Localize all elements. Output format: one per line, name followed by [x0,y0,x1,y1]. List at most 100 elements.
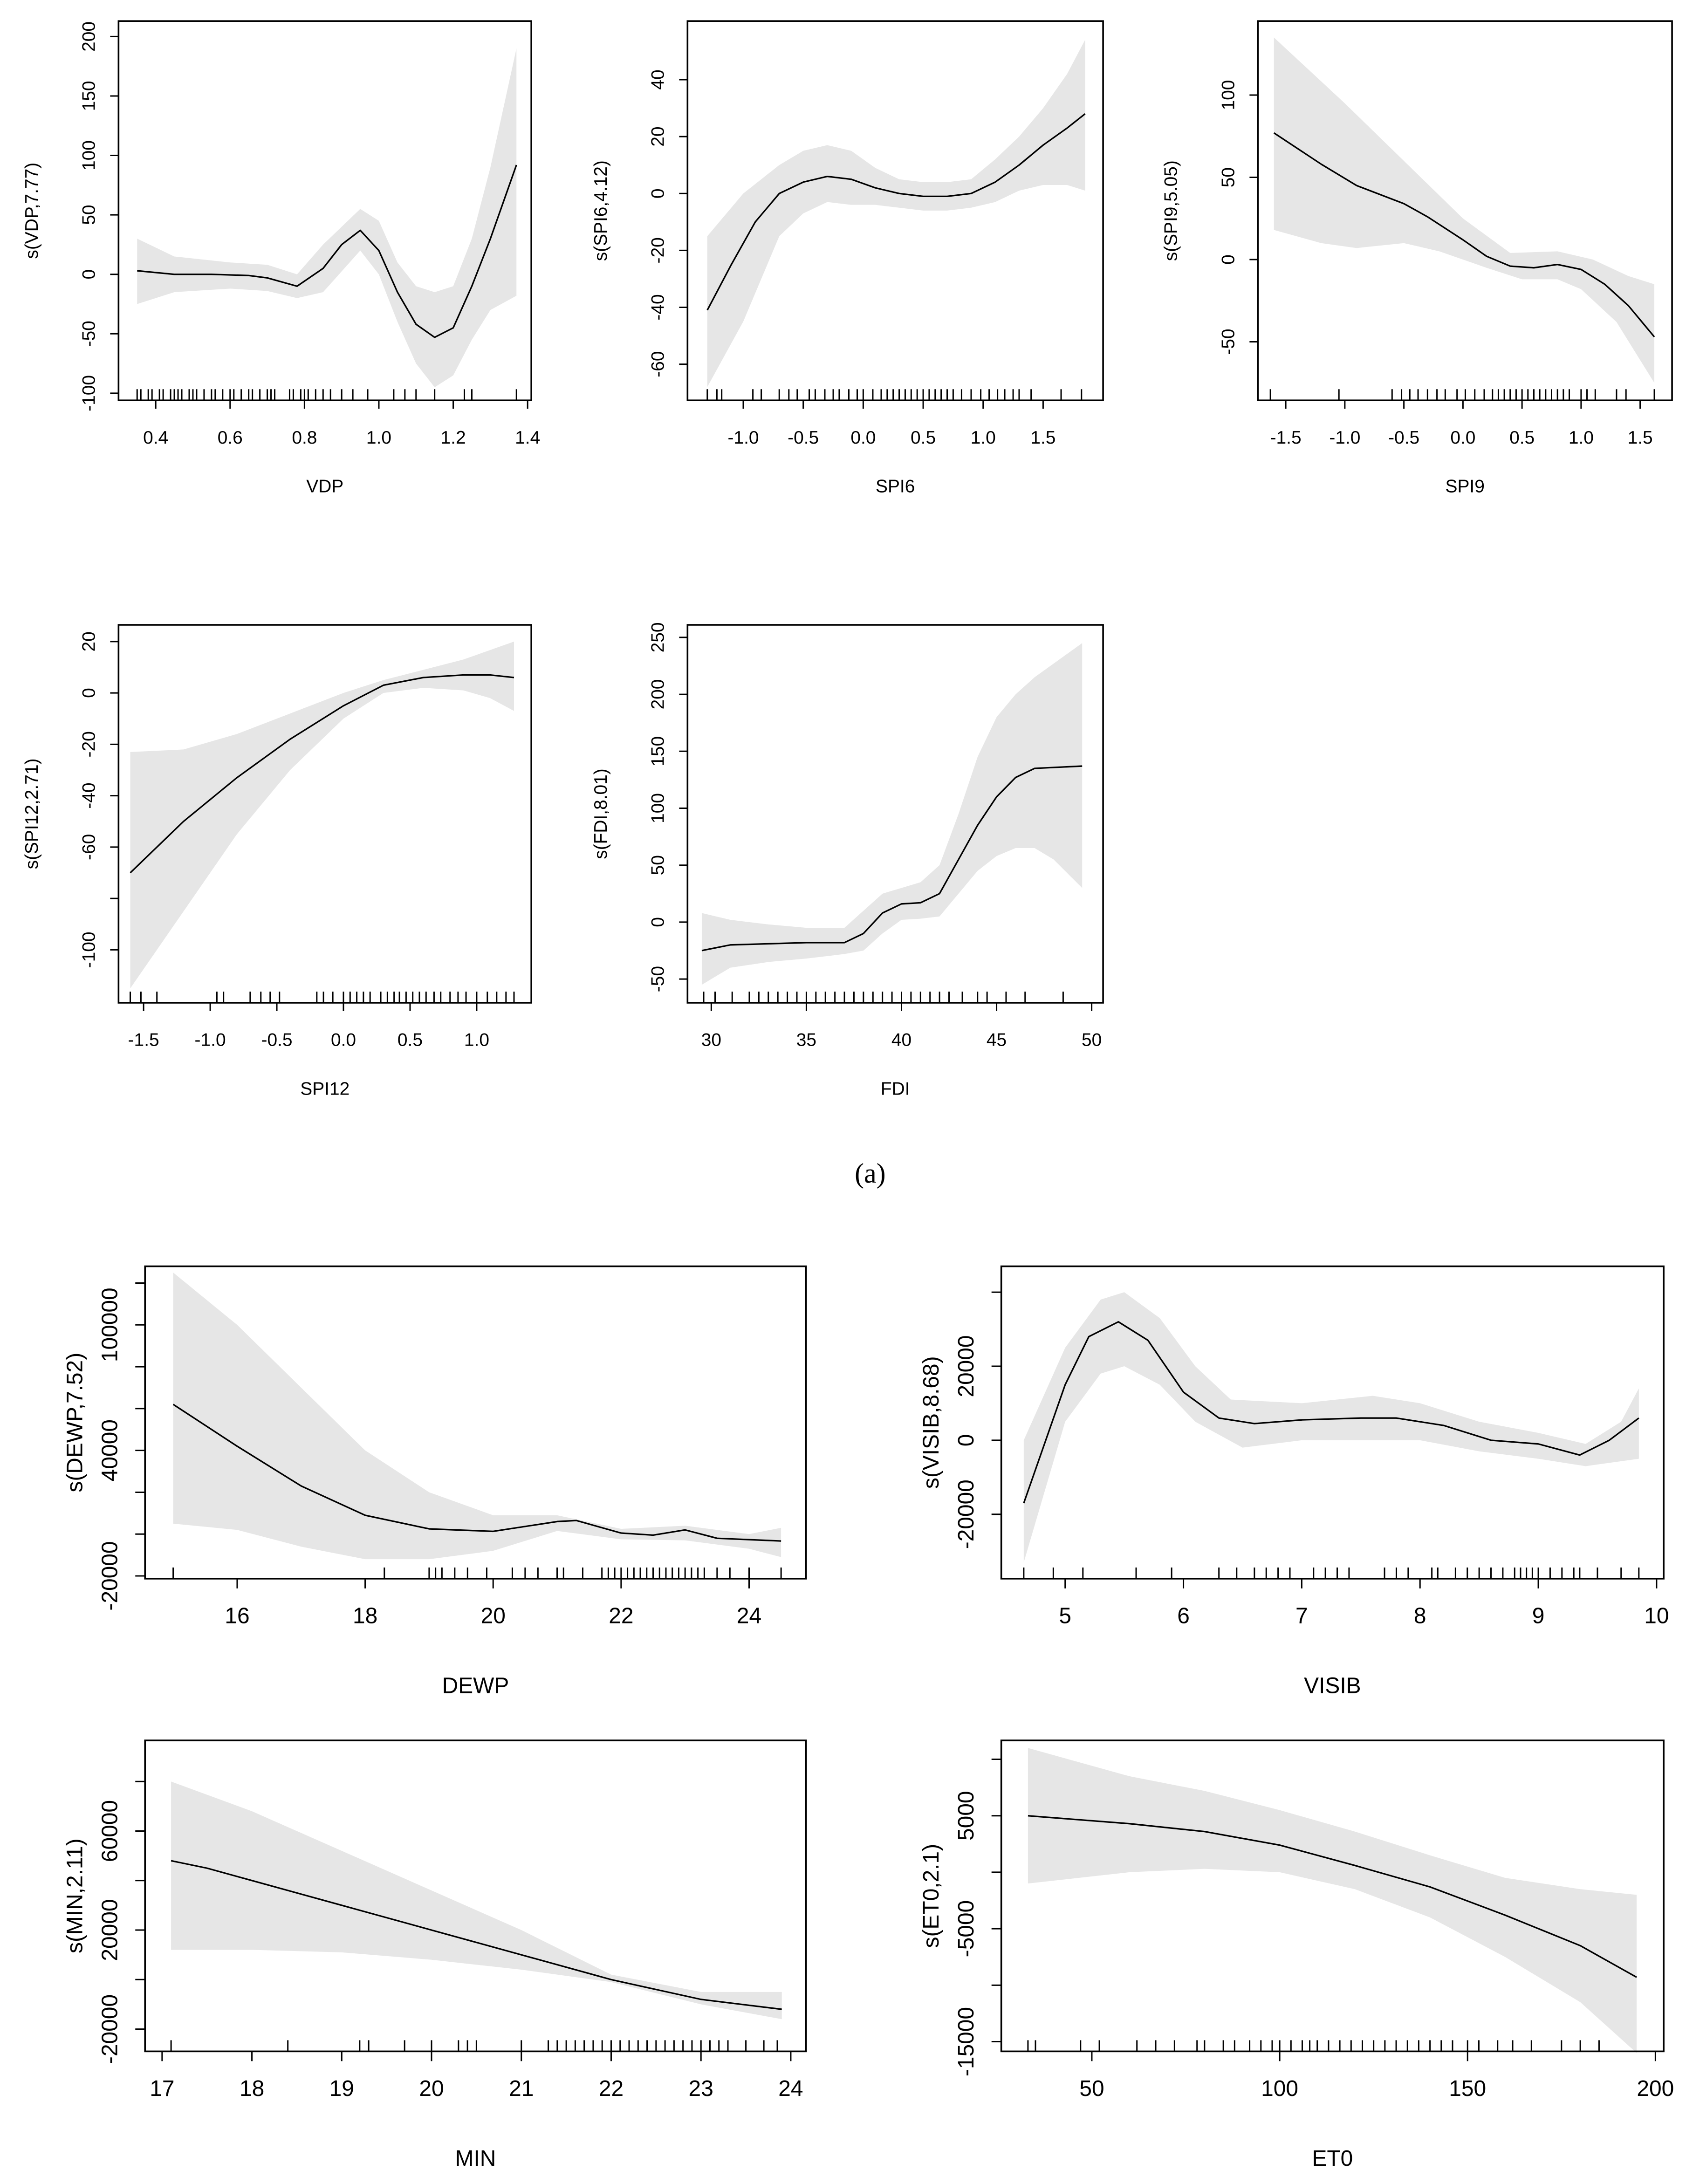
panel-spi6: -1.0 -0.5 0.0 0.5 1.0 1.5 -60 -40 -20 0 20 40 SPI6 s(… [591,20,1104,497]
x-tick-label: 50 [1079,2076,1104,2101]
y-tick-label: 0 [954,1434,979,1447]
x-tick-label: 7 [1295,1604,1308,1629]
y-tick-label: 20000 [97,1899,122,1961]
y-tick-label: 250 [648,622,668,652]
x-tick-label: 0.5 [1509,428,1535,448]
y-axis-title: s(SPI6,4.12) [591,160,611,261]
x-tick-label: 100 [1261,2076,1298,2101]
x-tick-label: -0.5 [788,428,819,448]
x-tick-label: 1.0 [1569,428,1594,448]
x-tick-label: 22 [609,1604,633,1629]
plot-frame [117,20,532,401]
y-tick-label: 20000 [954,1335,979,1397]
y-tick-label: -40 [648,294,668,320]
y-tick-label: 100 [79,140,99,171]
smooth-curve [1273,132,1655,337]
x-tick-label: 23 [689,2076,713,2101]
y-tick-label: 0 [648,917,668,927]
x-tick-label: -1.0 [727,428,759,448]
y-tick-label: 50 [1218,167,1238,187]
y-tick-label: 0 [79,269,99,280]
y-tick-label: 0 [648,188,668,199]
y-tick-label: -20000 [97,1541,122,1611]
y-tick-label: -20000 [954,1479,979,1549]
smooth-curve [172,1404,781,1542]
x-tick-label: -0.5 [1388,428,1419,448]
x-tick-label: 200 [1637,2076,1674,2101]
confidence-band [1274,37,1655,383]
x-axis-title: ET0 [1312,2146,1353,2171]
x-tick-label: 18 [353,1604,377,1629]
x-tick-label: 50 [1082,1030,1102,1050]
y-tick-label: -50 [648,966,668,992]
x-tick-label: 1.0 [464,1030,489,1050]
x-tick-label: 45 [987,1030,1007,1050]
x-axis-title: DEWP [442,1673,509,1698]
x-tick-label: 0.0 [850,428,876,448]
y-tick-label: -60 [648,351,668,377]
x-tick-label: 17 [150,2076,174,2101]
panel-min: 17 18 19 20 21 22 23 24 -20000 20000 60000 MIN s(MIN… [63,1739,807,2171]
x-tick-label: 0.5 [911,428,936,448]
y-tick-label: -20000 [97,1994,122,2064]
x-tick-label: 1.5 [1628,428,1653,448]
x-tick-label: -0.5 [261,1030,293,1050]
x-tick-label: 10 [1644,1604,1669,1629]
y-tick-label: -20 [79,731,99,757]
x-axis-title: MIN [455,2146,496,2171]
x-tick-label: 150 [1449,2076,1486,2101]
y-tick-label: 100 [1218,80,1238,110]
x-tick-label: 8 [1414,1604,1426,1629]
x-tick-label: 0.0 [1450,428,1475,448]
y-tick-label: 5000 [954,1791,979,1841]
panel-spi12: -1.5 -1.0 -0.5 0.0 0.5 1.0 -100 -60 -40 -20 0 20 SPI… [22,624,532,1099]
plot-frame [686,624,1104,1004]
x-tick-label: 40 [891,1030,912,1050]
panel-vdp: 0.4 0.6 0.8 1.0 1.2 1.4 -100 -50 0 50 100 150 200 VDP… [22,20,540,497]
x-tick-label: 20 [481,1604,506,1629]
x-tick-label: 0.4 [143,428,168,448]
x-tick-label: -1.5 [128,1030,159,1050]
x-tick-label: 21 [509,2076,534,2101]
x-tick-label: 9 [1532,1604,1545,1629]
y-tick-label: 150 [648,736,668,767]
y-axis-title: s(VISIB,8.68) [919,1356,944,1489]
x-axis-title: SPI6 [876,477,915,497]
plot-frame [1000,1265,1665,1580]
confidence-band [707,40,1085,387]
y-axis-title: s(FDI,8.01) [591,768,611,859]
y-tick-label: 20 [79,631,99,651]
x-tick-label: 1.4 [515,428,540,448]
x-tick-label: 18 [240,2076,264,2101]
y-tick-label: -50 [1218,329,1238,355]
x-tick-label: 20 [419,2076,444,2101]
confidence-band [173,1273,781,1560]
plot-frame [1000,1739,1665,2053]
x-tick-label: 5 [1059,1604,1071,1629]
y-tick-label: 40000 [97,1419,122,1481]
y-tick-label: 0 [79,688,99,698]
confidence-band [171,1781,782,2020]
x-tick-label: 0.8 [292,428,317,448]
smooth-curve [137,164,517,338]
x-tick-label: -1.0 [1329,428,1360,448]
x-axis-title: FDI [881,1079,910,1099]
panel-et0: 50 100 150 200 -15000 -5000 5000 ET0 s(ET0,2.1) [919,1739,1674,2171]
y-tick-label: 150 [79,81,99,111]
panel-dewp: 16 18 20 22 24 -20000 40000 100000 DEWP s(DEWP,7.… [63,1265,807,1698]
x-tick-label: 1.0 [971,428,996,448]
y-tick-label: 60000 [97,1800,122,1862]
y-tick-label: -5000 [954,1900,979,1957]
y-tick-label: 40 [648,69,668,89]
x-tick-label: 0.5 [398,1030,423,1050]
y-tick-label: 100 [648,793,668,823]
x-tick-label: -1.0 [195,1030,226,1050]
x-axis-title: SPI12 [300,1079,350,1099]
plot-frame [117,624,532,1004]
plot-frame [1257,20,1673,401]
x-tick-label: 1.2 [441,428,466,448]
panel-spi9: -1.5 -1.0 -0.5 0.0 0.5 1.0 1.5 -50 0 50 100 SPI9 s(S… [1161,20,1673,497]
y-tick-label: 20 [648,127,668,147]
x-tick-label: 0.0 [331,1030,356,1050]
